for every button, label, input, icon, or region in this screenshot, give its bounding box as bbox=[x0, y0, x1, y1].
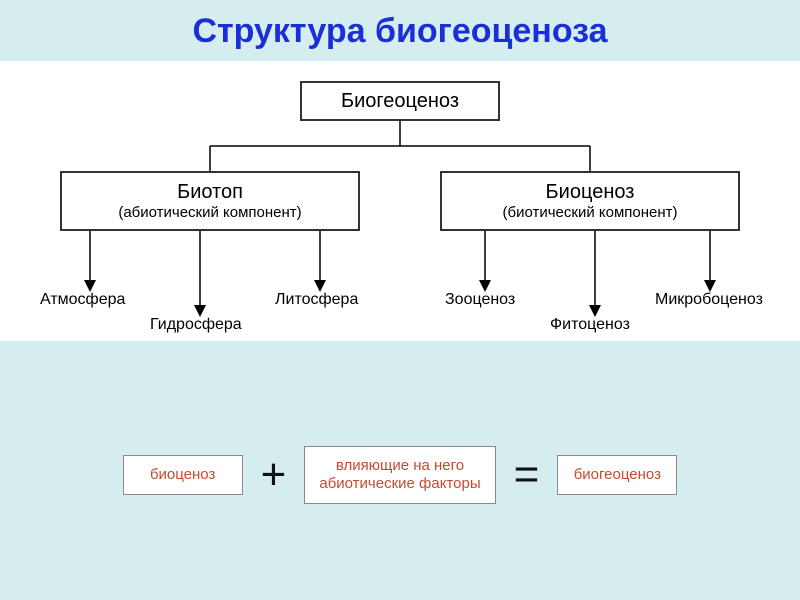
node-root-label: Биогеоценоз bbox=[341, 89, 459, 113]
leaf-lithosphere: Литосфера bbox=[275, 291, 358, 309]
formula-box-abiotic: влияющие на него абиотические факторы bbox=[304, 446, 495, 504]
equals-op: = bbox=[514, 450, 540, 500]
node-right-main: Биоценоз bbox=[546, 180, 635, 204]
leaf-atmosphere: Атмосфера bbox=[40, 291, 125, 309]
page-title: Структура биогеоценоза bbox=[0, 12, 800, 51]
title-band: Структура биогеоценоза bbox=[0, 0, 800, 61]
formula-row: биоценоз + влияющие на него абиотические… bbox=[0, 430, 800, 520]
leaf-hydrosphere: Гидросфера bbox=[150, 316, 242, 334]
plus-op: + bbox=[261, 450, 287, 500]
node-root: Биогеоценоз bbox=[300, 81, 500, 121]
node-right-sub: (биотический компонент) bbox=[503, 204, 678, 222]
node-left: Биотоп (абиотический компонент) bbox=[60, 171, 360, 231]
node-left-sub: (абиотический компонент) bbox=[118, 204, 301, 222]
leaf-microbocoenosis: Микробоценоз bbox=[655, 291, 763, 309]
formula-box2-line2: абиотические факторы bbox=[319, 475, 480, 492]
leaf-zoocoenosis: Зооценоз bbox=[445, 291, 515, 309]
formula-box-biocoenosis: биоценоз bbox=[123, 455, 243, 495]
node-left-main: Биотоп bbox=[177, 180, 243, 204]
formula-box2-line1: влияющие на него bbox=[336, 457, 464, 474]
node-right: Биоценоз (биотический компонент) bbox=[440, 171, 740, 231]
leaf-phytocoenosis: Фитоценоз bbox=[550, 316, 630, 334]
formula-box-biogeocoenosis: биогеоценоз bbox=[557, 455, 677, 495]
diagram-area: Биогеоценоз Биотоп (абиотический компоне… bbox=[0, 61, 800, 341]
formula-band: биоценоз + влияющие на него абиотические… bbox=[0, 430, 800, 520]
